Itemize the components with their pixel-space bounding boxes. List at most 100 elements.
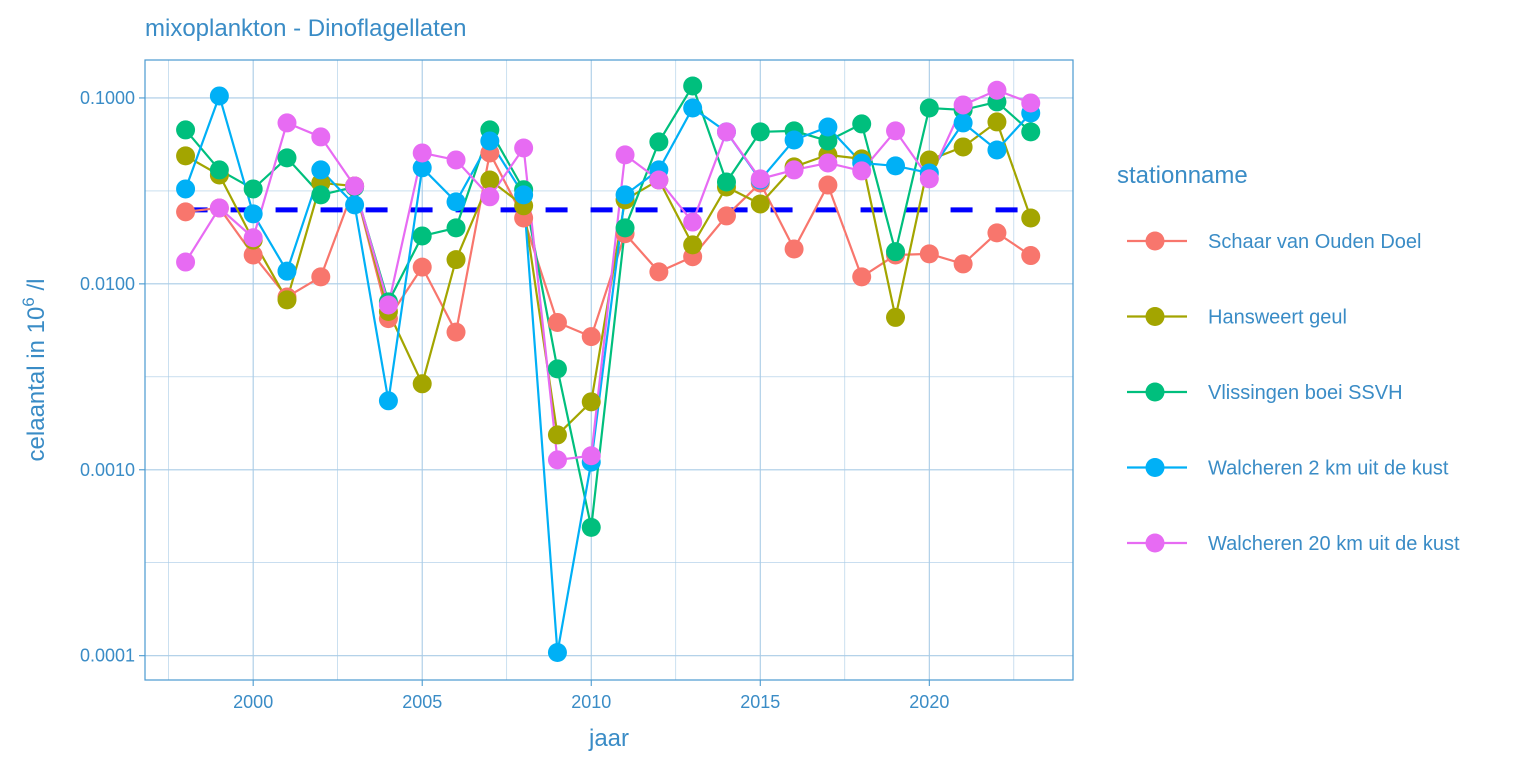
data-point-0	[311, 267, 331, 287]
data-point-2	[1021, 122, 1041, 142]
legend-key-point	[1145, 533, 1165, 553]
data-point-4	[378, 295, 398, 315]
data-point-4	[311, 127, 331, 147]
x-tick-label: 2000	[233, 692, 273, 712]
y-tick-label: 0.0001	[80, 646, 135, 666]
legend-label: Schaar van Ouden Doel	[1208, 231, 1421, 253]
data-point-2	[176, 120, 196, 140]
data-point-1	[412, 374, 432, 394]
series-group	[176, 76, 1041, 663]
x-tick-label: 2005	[402, 692, 442, 712]
data-point-1	[1021, 208, 1041, 228]
data-point-4	[345, 176, 365, 196]
data-point-1	[683, 235, 703, 255]
data-point-3	[209, 86, 229, 106]
data-point-1	[446, 250, 466, 270]
data-point-0	[412, 257, 432, 277]
data-point-4	[412, 143, 432, 163]
data-point-3	[446, 192, 466, 212]
data-point-2	[209, 160, 229, 180]
legend-label: Walcheren 20 km uit de kust	[1208, 533, 1460, 555]
data-point-3	[176, 179, 196, 199]
data-point-0	[784, 239, 804, 259]
data-point-1	[953, 137, 973, 157]
data-point-0	[716, 206, 736, 226]
y-tick-label: 0.0010	[80, 460, 135, 480]
data-point-2	[412, 226, 432, 246]
data-point-4	[818, 153, 838, 173]
data-point-3	[683, 98, 703, 118]
data-point-4	[480, 187, 500, 207]
data-point-3	[547, 643, 567, 663]
data-point-4	[615, 145, 635, 165]
data-point-4	[852, 161, 872, 181]
data-point-3	[987, 140, 1007, 160]
data-point-0	[547, 312, 567, 332]
data-point-4	[176, 252, 196, 272]
data-point-3	[514, 185, 534, 205]
data-point-3	[412, 158, 432, 178]
legend: Schaar van Ouden Doel Hansweert geul Vliss…	[1127, 231, 1460, 555]
x-tick-label: 2015	[740, 692, 780, 712]
legend-label: Vlissingen boei SSVH	[1208, 382, 1403, 404]
y-axis-label: celaantal in 106 /l	[19, 279, 50, 462]
data-point-1	[750, 194, 770, 214]
data-point-1	[919, 150, 939, 170]
data-point-3	[886, 156, 906, 176]
data-point-4	[547, 450, 567, 470]
y-tick-label: 0.1000	[80, 88, 135, 108]
data-point-2	[886, 242, 906, 262]
y-axis-label-suffix: /l	[23, 279, 50, 298]
y-tick-label: 0.0100	[80, 274, 135, 294]
data-point-3	[953, 113, 973, 133]
data-point-0	[987, 223, 1007, 243]
data-point-2	[750, 122, 770, 142]
data-point-4	[243, 228, 263, 248]
data-point-4	[716, 122, 736, 142]
legend-key-point	[1145, 307, 1165, 326]
data-point-0	[581, 327, 601, 347]
data-point-3	[243, 204, 263, 224]
data-point-2	[852, 114, 872, 134]
data-point-2	[919, 98, 939, 118]
data-point-4	[919, 169, 939, 189]
data-point-4	[886, 121, 906, 141]
y-axis-label-sup: 6	[19, 297, 38, 306]
data-point-2	[818, 131, 838, 151]
data-point-4	[1021, 93, 1041, 113]
legend-key-point	[1145, 458, 1165, 477]
data-point-1	[277, 290, 297, 310]
data-point-4	[683, 212, 703, 232]
data-point-2	[716, 172, 736, 192]
legend-key-point	[1145, 231, 1165, 251]
data-point-4	[446, 150, 466, 170]
data-point-3	[345, 195, 365, 215]
data-point-2	[243, 179, 263, 199]
data-point-0	[818, 175, 838, 195]
data-point-2	[581, 517, 601, 537]
panel-border	[144, 59, 1074, 681]
data-point-0	[649, 262, 669, 282]
legend-key-point	[1145, 382, 1165, 402]
data-point-1	[987, 112, 1007, 132]
data-point-3	[784, 130, 804, 150]
chart-title: mixoplankton - Dinoflagellaten	[145, 15, 467, 42]
data-point-1	[176, 146, 196, 166]
data-point-1	[581, 392, 601, 412]
data-point-3	[818, 117, 838, 137]
data-point-4	[649, 170, 669, 190]
axes: 2000 2005 2010 2015 2020 0.0001 0.0010 0.0100 0.…	[80, 88, 949, 712]
data-point-0	[243, 245, 263, 265]
data-point-2	[615, 218, 635, 238]
data-point-4	[750, 169, 770, 189]
data-point-0	[176, 202, 196, 222]
data-point-2	[683, 76, 703, 96]
data-point-2	[277, 148, 297, 168]
data-point-1	[886, 307, 906, 327]
data-point-4	[953, 95, 973, 115]
data-point-4	[209, 198, 229, 218]
legend-label: Walcheren 2 km uit de kust	[1208, 458, 1449, 480]
data-point-3	[378, 391, 398, 411]
x-tick-label: 2010	[571, 692, 611, 712]
data-point-0	[1021, 246, 1041, 266]
